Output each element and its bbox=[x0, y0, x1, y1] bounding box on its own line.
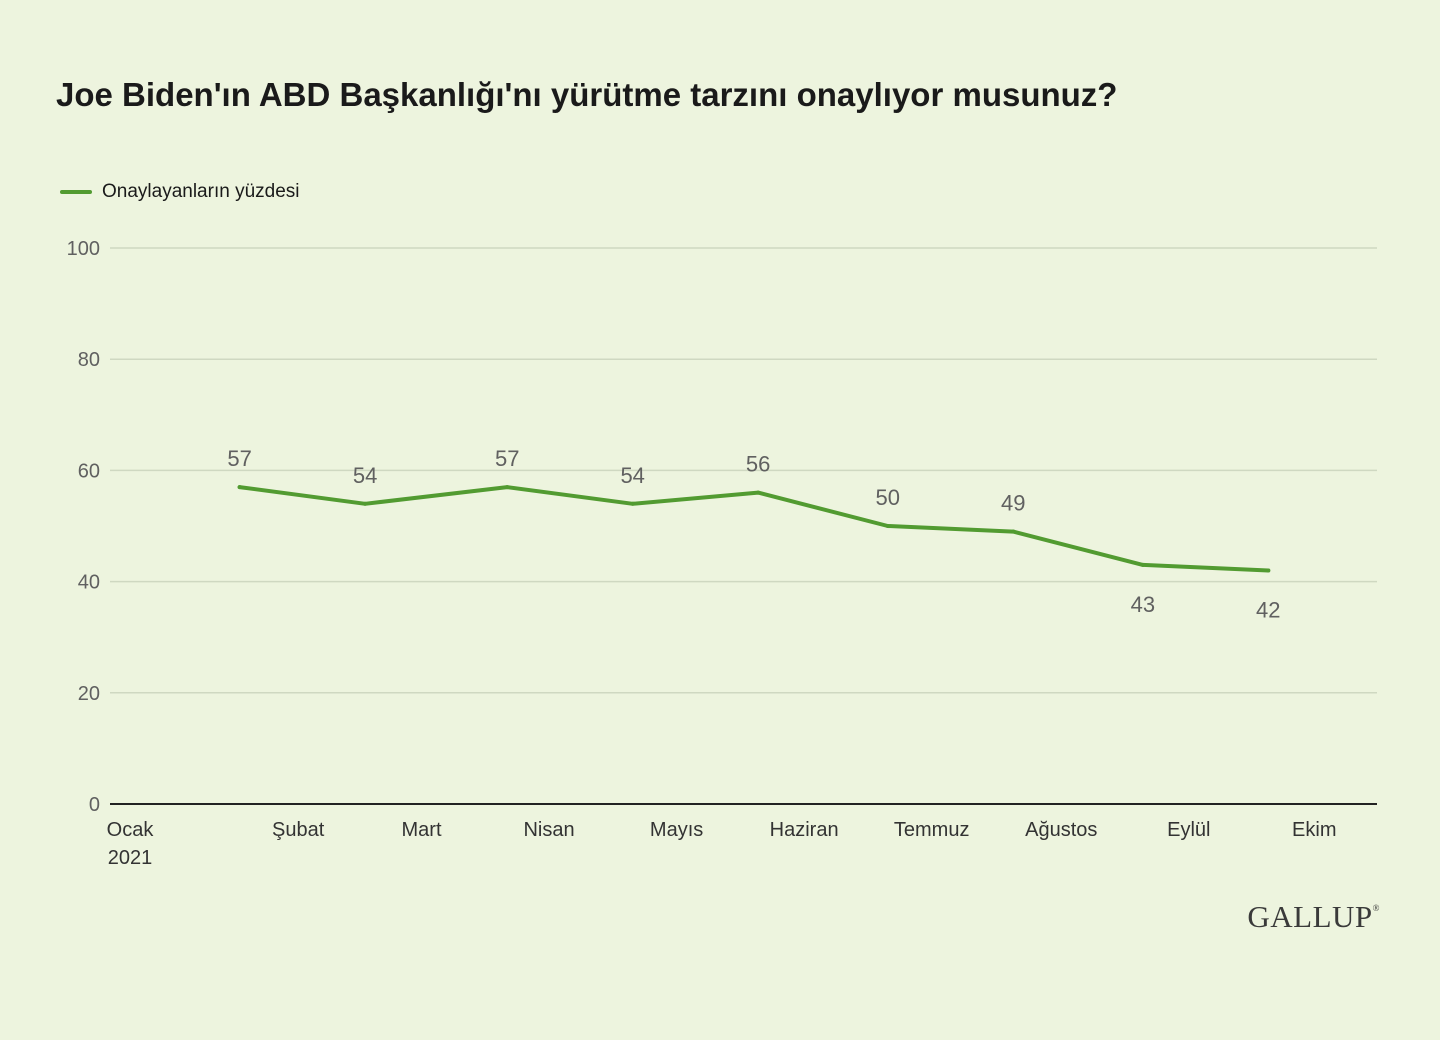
series-line bbox=[237, 485, 1271, 573]
data-point bbox=[756, 490, 761, 495]
data-label: 49 bbox=[1001, 491, 1025, 516]
legend-line-swatch bbox=[60, 190, 92, 194]
x-tick-label: Temmuz bbox=[894, 819, 970, 841]
x-tick-label: Haziran bbox=[770, 819, 839, 841]
data-label: 43 bbox=[1131, 592, 1155, 617]
y-tick-label: 0 bbox=[89, 794, 100, 816]
brand-name: GALLUP bbox=[1247, 899, 1373, 934]
data-label: 50 bbox=[876, 485, 900, 510]
legend: Onaylayanların yüzdesi bbox=[60, 181, 300, 203]
x-tick-label: Eylül bbox=[1167, 819, 1210, 841]
x-tick-label: Ağustos bbox=[1025, 819, 1097, 841]
data-label: 57 bbox=[227, 446, 251, 471]
gallup-logo: GALLUP® bbox=[1247, 899, 1380, 935]
y-tick-label: 40 bbox=[78, 572, 100, 594]
data-point bbox=[505, 485, 510, 490]
y-tick-label: 80 bbox=[78, 349, 100, 371]
x-tick-sublabel: 2021 bbox=[108, 847, 153, 869]
x-tick-label: Nisan bbox=[523, 819, 574, 841]
data-point bbox=[1266, 568, 1271, 573]
x-tick-label: Ocak bbox=[107, 819, 155, 841]
data-point bbox=[1011, 529, 1016, 534]
x-tick-label: Ekim bbox=[1292, 819, 1336, 841]
legend-label: Onaylayanların yüzdesi bbox=[102, 181, 300, 202]
x-tick-label: Şubat bbox=[272, 819, 325, 841]
data-point bbox=[1140, 562, 1145, 567]
data-point bbox=[363, 501, 368, 506]
x-tick-label: Mayıs bbox=[650, 819, 703, 841]
brand-mark: ® bbox=[1372, 903, 1380, 913]
data-label: 57 bbox=[495, 446, 519, 471]
x-tick-label: Mart bbox=[402, 819, 442, 841]
y-tick-label: 20 bbox=[78, 683, 100, 705]
data-label: 54 bbox=[353, 463, 377, 488]
data-point bbox=[630, 501, 635, 506]
y-tick-label: 100 bbox=[67, 238, 100, 260]
data-point bbox=[237, 485, 242, 490]
chart-title: Joe Biden'ın ABD Başkanlığı'nı yürütme t… bbox=[56, 76, 1118, 113]
data-point bbox=[885, 524, 890, 528]
data-label: 56 bbox=[746, 452, 770, 477]
data-label: 42 bbox=[1256, 597, 1280, 622]
y-tick-label: 60 bbox=[78, 460, 100, 482]
data-label: 54 bbox=[620, 463, 644, 488]
